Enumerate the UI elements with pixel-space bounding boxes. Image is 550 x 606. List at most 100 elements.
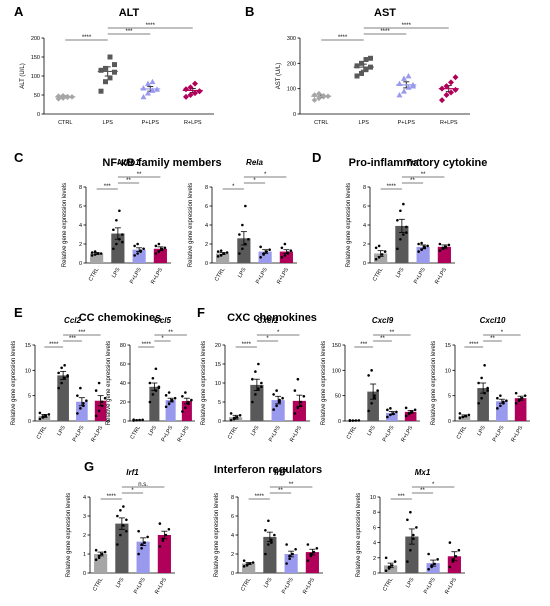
y-tick-label: 80 — [120, 343, 126, 349]
data-point — [99, 252, 103, 255]
data-point — [439, 85, 445, 92]
data-point — [387, 565, 391, 569]
data-point — [85, 399, 88, 403]
y-axis-label: Relative gene expression levels — [11, 341, 17, 425]
x-tick-label: LPS — [395, 267, 406, 279]
data-point — [370, 369, 373, 372]
data-point — [377, 244, 381, 248]
data-point — [192, 80, 198, 87]
data-point — [270, 541, 273, 544]
data-point — [399, 209, 402, 213]
data-point — [441, 246, 445, 250]
data-point — [374, 257, 378, 261]
data-point — [145, 80, 151, 86]
data-point — [406, 560, 409, 563]
data-point — [148, 400, 152, 404]
data-point — [93, 253, 97, 256]
data-point — [157, 242, 161, 246]
sig-label: **** — [387, 184, 397, 190]
y-tick-label: 0 — [83, 571, 86, 577]
y-tick-label: 10 — [445, 368, 451, 374]
y-tick-label: 0 — [218, 419, 221, 425]
data-point — [496, 396, 499, 400]
y-tick-label: 0 — [363, 261, 366, 267]
panel-letter-b: B — [245, 4, 254, 19]
data-point — [55, 93, 62, 99]
x-tick-label: CTRL — [214, 267, 226, 282]
data-point — [154, 367, 158, 371]
y-tick-label: 20 — [120, 400, 126, 406]
data-point — [413, 408, 417, 412]
data-point — [477, 401, 480, 405]
data-point — [272, 408, 275, 411]
chart-title-mx1: Mx1 — [415, 468, 431, 477]
data-point — [121, 240, 124, 244]
data-point — [351, 419, 355, 422]
data-point — [286, 251, 290, 254]
y-axis-label: Relative gene expression levels — [201, 341, 207, 425]
data-point — [265, 250, 268, 253]
data-point — [140, 543, 143, 546]
x-tick-label: CTRL — [372, 267, 384, 282]
bar-lps — [237, 238, 251, 263]
data-point — [464, 414, 468, 418]
data-point — [90, 251, 94, 254]
bar-ctrl — [90, 253, 104, 263]
data-point — [389, 407, 392, 410]
data-point — [140, 85, 147, 91]
sig-label: * — [161, 336, 164, 342]
data-point — [299, 400, 303, 404]
bar-r-lps — [181, 401, 192, 421]
chart-irf7: Irf7 0 2 4 6 8 Relative gene expression levels… — [214, 468, 323, 595]
sig-label: *** — [125, 29, 133, 35]
sig-label: ** — [137, 172, 142, 178]
data-point — [447, 243, 451, 247]
data-point — [248, 562, 252, 565]
data-point — [183, 93, 189, 100]
bar-ctrl — [374, 253, 388, 263]
sig-label: ** — [126, 178, 131, 184]
y-tick-label: 6 — [79, 204, 82, 210]
data-point — [296, 406, 300, 410]
data-point — [505, 399, 508, 403]
y-tick-label: 15 — [445, 343, 451, 349]
data-point — [289, 249, 293, 252]
bar-ctrl — [458, 415, 471, 421]
data-point — [76, 412, 79, 415]
data-point — [44, 414, 48, 418]
data-point — [452, 74, 459, 81]
data-point — [137, 552, 140, 556]
data-point — [154, 86, 160, 92]
sig-label: * — [131, 488, 134, 494]
data-point — [283, 242, 287, 246]
data-point — [288, 557, 291, 561]
y-tick-label: 100 — [287, 87, 296, 93]
data-point — [63, 363, 66, 367]
data-point — [154, 244, 158, 248]
data-point — [187, 402, 190, 406]
data-point — [97, 381, 101, 385]
y-tick-label: 200 — [31, 36, 40, 42]
data-point — [278, 398, 281, 402]
data-point — [402, 233, 405, 236]
data-point — [79, 386, 82, 390]
data-point — [244, 242, 247, 246]
y-tick-label: 2 — [373, 556, 376, 562]
data-point — [238, 414, 242, 417]
data-point — [119, 509, 122, 512]
x-tick-label: R+LPS — [400, 425, 414, 444]
data-point — [386, 415, 389, 419]
heading-cxc-chemokines: CXC chemokines — [227, 312, 317, 324]
chart-cxcl10: Cxcl10 0 5 10 15 Relative gene expression lev… — [431, 316, 530, 443]
data-point — [373, 396, 376, 400]
data-point — [216, 250, 220, 253]
y-tick-label: 200 — [287, 61, 296, 67]
data-point — [311, 92, 318, 98]
y-tick-label: 4 — [79, 223, 82, 229]
data-point — [293, 412, 297, 415]
y-tick-label: 300 — [287, 36, 296, 42]
data-point — [118, 237, 121, 241]
data-point — [401, 75, 407, 81]
data-point — [461, 415, 465, 419]
bar-p-lps — [76, 401, 88, 421]
